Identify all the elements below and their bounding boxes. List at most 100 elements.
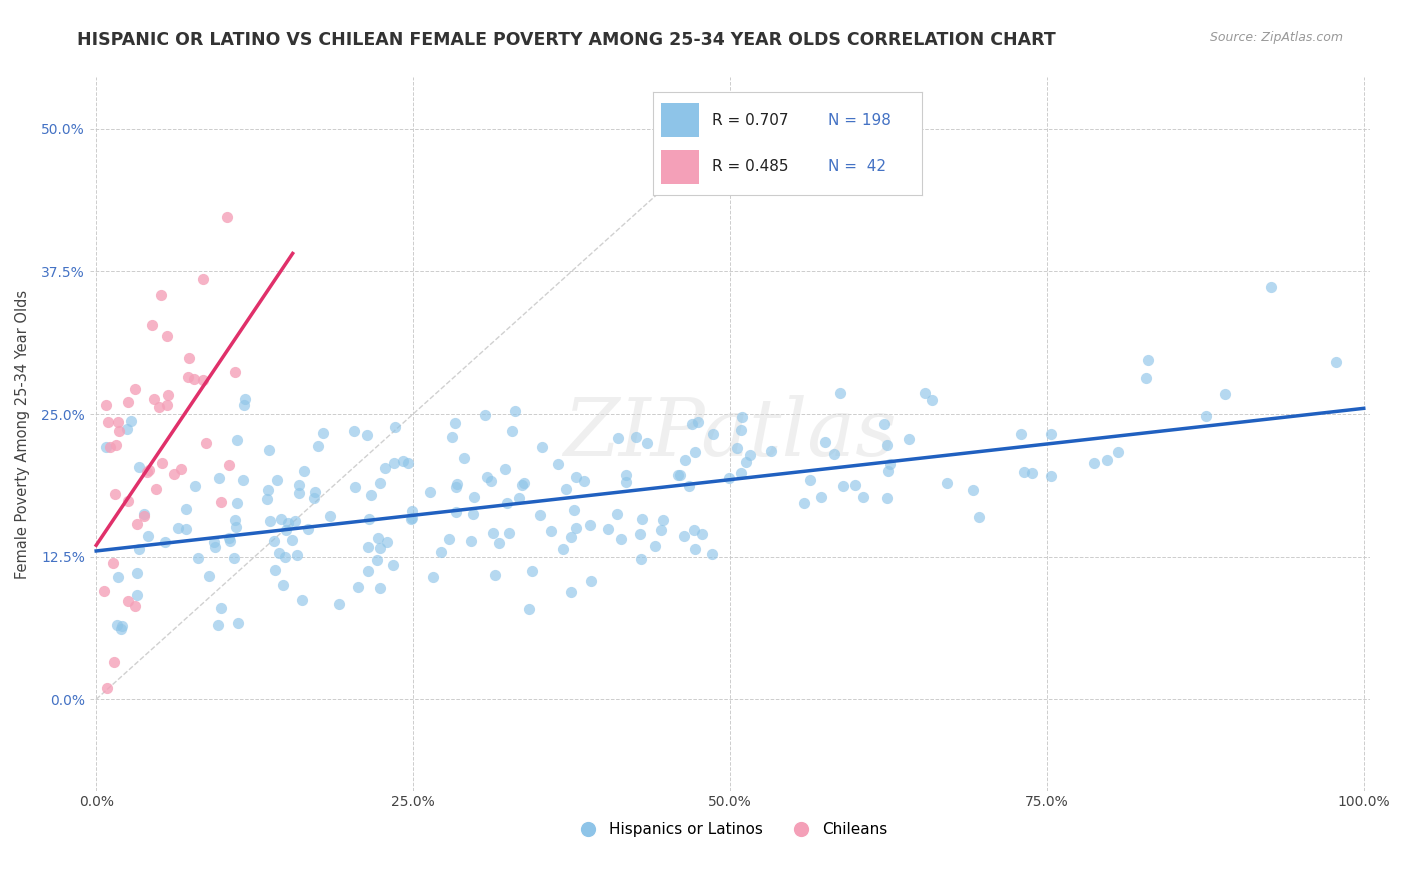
- Point: [475, 469, 498, 483]
- Point: [125, 566, 148, 581]
- Point: [120, 414, 142, 428]
- Point: [793, 496, 815, 510]
- Point: [166, 521, 188, 535]
- Point: [876, 438, 898, 452]
- Point: [215, 210, 238, 224]
- Point: [288, 478, 311, 492]
- Point: [396, 456, 419, 470]
- Point: [224, 513, 246, 527]
- Point: [1137, 353, 1160, 368]
- Point: [401, 504, 423, 518]
- Point: [356, 428, 378, 442]
- Point: [897, 432, 920, 446]
- Point: [367, 531, 389, 545]
- Point: [163, 467, 186, 482]
- Point: [555, 482, 578, 496]
- Point: [879, 457, 901, 471]
- Point: [128, 541, 150, 556]
- Point: [814, 435, 837, 450]
- Point: [512, 476, 534, 491]
- Point: [328, 597, 350, 611]
- Point: [273, 549, 295, 564]
- Point: [540, 524, 562, 538]
- Point: [177, 351, 200, 365]
- Point: [738, 448, 761, 462]
- Point: [474, 408, 496, 422]
- Point: [96, 681, 118, 695]
- Text: HISPANIC OR LATINO VS CHILEAN FEMALE POVERTY AMONG 25-34 YEAR OLDS CORRELATION C: HISPANIC OR LATINO VS CHILEAN FEMALE POV…: [77, 31, 1056, 49]
- Point: [652, 513, 675, 527]
- Y-axis label: Female Poverty Among 25-34 Year Olds: Female Poverty Among 25-34 Year Olds: [15, 289, 30, 579]
- Point: [735, 455, 758, 469]
- Point: [484, 568, 506, 582]
- Point: [148, 401, 170, 415]
- Point: [1095, 452, 1118, 467]
- Point: [150, 456, 173, 470]
- Point: [276, 524, 298, 538]
- Point: [257, 443, 280, 458]
- Point: [673, 453, 696, 467]
- Point: [666, 467, 689, 482]
- Point: [440, 430, 463, 444]
- Point: [224, 365, 246, 379]
- Point: [810, 490, 832, 504]
- Point: [141, 318, 163, 333]
- Legend: Hispanics or Latinos, Chileans: Hispanics or Latinos, Chileans: [567, 816, 894, 844]
- Point: [174, 522, 197, 536]
- Point: [96, 416, 118, 430]
- Point: [391, 454, 413, 468]
- Point: [277, 516, 299, 530]
- Point: [799, 473, 821, 487]
- Point: [700, 547, 723, 561]
- Point: [672, 529, 695, 543]
- Point: [606, 507, 628, 521]
- Point: [98, 440, 121, 454]
- Point: [270, 512, 292, 526]
- Text: ZIPatlas: ZIPatlas: [564, 395, 897, 473]
- Point: [157, 388, 180, 402]
- Point: [581, 574, 603, 588]
- Point: [488, 536, 510, 550]
- Point: [636, 436, 658, 450]
- Point: [307, 440, 329, 454]
- Point: [156, 328, 179, 343]
- Point: [759, 443, 782, 458]
- Point: [616, 467, 638, 482]
- Point: [1040, 469, 1063, 483]
- Point: [124, 382, 146, 396]
- Point: [209, 495, 232, 509]
- Point: [319, 508, 342, 523]
- Point: [115, 422, 138, 436]
- Point: [1083, 456, 1105, 470]
- Point: [222, 551, 245, 566]
- Point: [107, 570, 129, 584]
- Point: [565, 470, 588, 484]
- Point: [207, 617, 229, 632]
- Point: [232, 473, 254, 487]
- Point: [357, 564, 380, 578]
- Point: [609, 532, 631, 546]
- Point: [138, 463, 160, 477]
- Point: [96, 440, 118, 454]
- Point: [461, 507, 484, 521]
- Point: [1107, 445, 1129, 459]
- Point: [105, 437, 128, 451]
- Point: [287, 486, 309, 500]
- Point: [226, 496, 249, 510]
- Point: [510, 478, 533, 492]
- Point: [560, 530, 582, 544]
- Point: [297, 522, 319, 536]
- Point: [607, 431, 630, 445]
- Point: [153, 535, 176, 549]
- Point: [496, 496, 519, 510]
- Point: [731, 410, 754, 425]
- Point: [962, 483, 984, 497]
- Point: [876, 491, 898, 505]
- Point: [685, 445, 707, 459]
- Point: [343, 424, 366, 438]
- Point: [650, 523, 672, 537]
- Point: [191, 373, 214, 387]
- Point: [281, 533, 304, 547]
- Point: [401, 511, 423, 525]
- Point: [360, 488, 382, 502]
